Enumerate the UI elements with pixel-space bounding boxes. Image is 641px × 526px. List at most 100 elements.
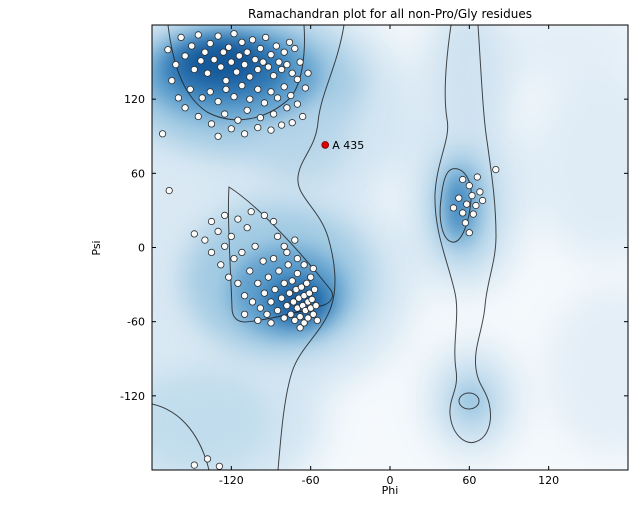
data-point — [277, 121, 286, 129]
data-point — [459, 209, 467, 217]
data-point — [238, 38, 246, 46]
chart-title: Ramachandran plot for all non-Pro/Gly re… — [248, 7, 532, 21]
data-point — [271, 285, 279, 294]
data-point — [203, 69, 212, 77]
data-point — [230, 30, 238, 38]
data-point — [293, 255, 301, 263]
data-point — [283, 248, 291, 256]
data-point — [197, 57, 205, 65]
highlight-group: A 435 — [321, 139, 364, 152]
data-point — [238, 82, 246, 90]
data-point — [214, 227, 222, 235]
data-point — [238, 248, 246, 256]
data-point — [299, 112, 307, 121]
data-point — [227, 125, 235, 133]
data-point — [259, 257, 267, 265]
y-tick-label: 0 — [138, 242, 145, 255]
density-background: A 435 — [152, 25, 628, 470]
data-point — [283, 104, 291, 112]
data-point — [221, 211, 229, 219]
data-point — [280, 48, 288, 56]
highlight-point — [321, 141, 330, 149]
data-point — [304, 314, 312, 322]
x-tick-label: -120 — [219, 474, 244, 487]
data-point — [283, 301, 291, 310]
data-point — [206, 88, 214, 96]
data-point — [222, 77, 230, 85]
data-point — [254, 279, 262, 287]
x-tick-label: 0 — [387, 474, 394, 487]
data-point — [159, 130, 167, 138]
data-point — [190, 230, 198, 238]
data-point — [234, 279, 242, 287]
data-point — [297, 283, 305, 291]
data-point — [248, 36, 257, 44]
data-point — [285, 38, 294, 46]
data-point — [300, 261, 308, 269]
contour-beta-inner — [167, 25, 305, 121]
data-point — [301, 84, 309, 92]
data-point — [465, 229, 473, 237]
contour-outer-left — [277, 25, 345, 470]
data-point — [165, 187, 173, 195]
data-point — [492, 166, 500, 174]
data-point — [269, 72, 278, 80]
data-point — [256, 304, 264, 312]
data-point — [248, 298, 257, 306]
data-point — [210, 55, 218, 64]
data-point — [296, 313, 304, 321]
data-point — [168, 77, 176, 85]
data-point — [307, 273, 315, 281]
data-point — [288, 119, 296, 127]
data-point — [280, 314, 288, 322]
data-point — [275, 267, 283, 275]
contour-bottom-blob-inner — [458, 392, 480, 410]
data-point — [476, 188, 484, 196]
data-point — [260, 211, 268, 219]
data-point — [207, 248, 216, 256]
data-point — [227, 232, 235, 240]
data-point — [293, 75, 301, 84]
data-point — [272, 42, 280, 50]
data-point — [273, 306, 282, 315]
data-point — [247, 208, 255, 216]
data-point — [241, 60, 249, 69]
data-point — [190, 65, 198, 74]
data-point — [235, 52, 243, 60]
data-point — [461, 219, 469, 227]
data-point — [254, 316, 262, 324]
data-point — [273, 94, 282, 102]
data-point — [280, 83, 288, 91]
data-point — [246, 73, 254, 81]
data-point — [300, 319, 308, 327]
data-point — [254, 65, 262, 74]
data-point — [243, 48, 251, 56]
data-point — [222, 85, 230, 93]
data-point — [287, 91, 295, 100]
data-point — [291, 44, 299, 53]
data-point — [251, 55, 259, 64]
data-point — [283, 60, 291, 69]
data-point — [312, 301, 320, 310]
data-point — [243, 224, 251, 232]
data-point — [275, 58, 283, 66]
data-point — [308, 295, 316, 303]
data-point — [478, 196, 487, 205]
data-point — [264, 273, 272, 281]
data-point — [291, 236, 299, 244]
data-point — [296, 58, 304, 66]
data-point — [241, 130, 249, 138]
data-point — [214, 32, 222, 40]
data-point — [215, 462, 223, 470]
data-point — [227, 58, 235, 66]
data-point — [241, 310, 249, 318]
data-point — [172, 60, 180, 69]
data-point — [164, 46, 172, 54]
data-point — [459, 175, 467, 184]
data-point — [251, 242, 259, 250]
data-point — [310, 285, 319, 294]
y-tick-label: -120 — [120, 390, 145, 403]
axis-ticks: -120 -60 0 60 120 -120 -60 0 60 120 — [120, 25, 628, 487]
data-point — [269, 110, 278, 118]
